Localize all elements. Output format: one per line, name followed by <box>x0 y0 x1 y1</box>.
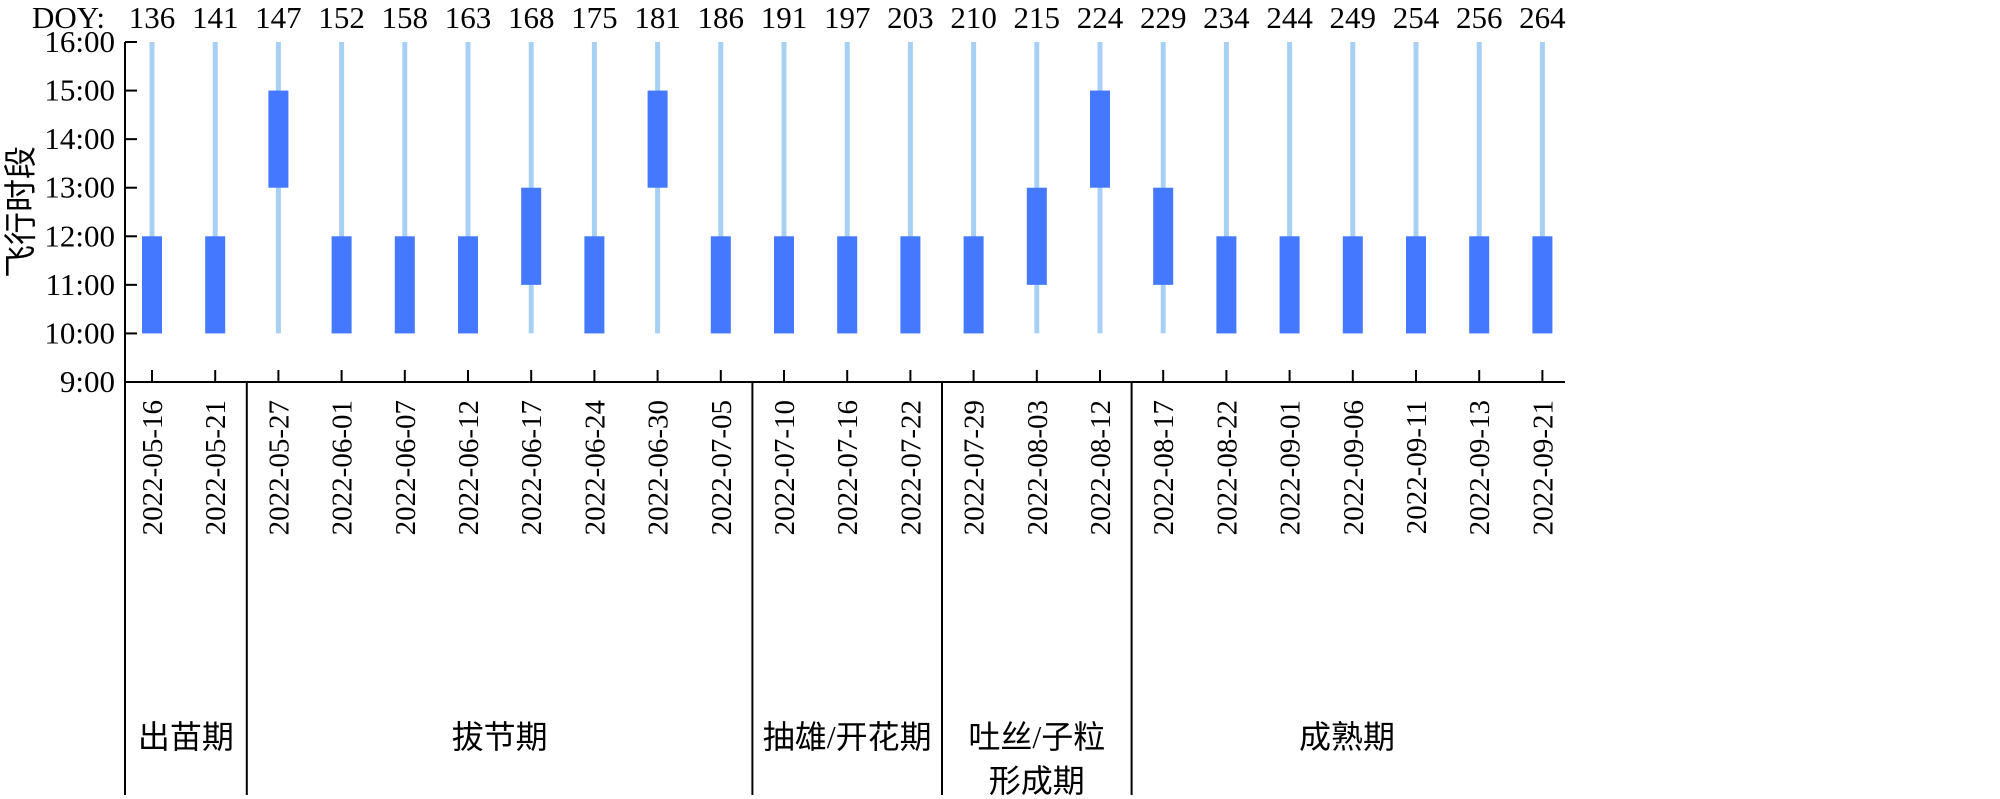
doy-label: 168 <box>508 0 555 35</box>
flight-bar <box>1216 236 1237 334</box>
doy-label: 254 <box>1393 0 1440 35</box>
doy-label: 244 <box>1266 0 1313 35</box>
flight-bar <box>1342 236 1363 334</box>
y-tick-labels: 9:00 10:00 11:00 12:00 13:00 14:00 15:00 16:00 <box>44 24 115 399</box>
flight-bar <box>1090 90 1110 188</box>
y-tick-label: 11:00 <box>46 267 115 302</box>
y-tick-label: 16:00 <box>44 24 115 59</box>
y-tick-label: 9:00 <box>60 364 115 399</box>
doy-label: 175 <box>571 0 618 35</box>
doy-label: 210 <box>950 0 997 35</box>
stage-label: 出苗期 <box>138 719 234 755</box>
date-label: 2022-09-13 <box>1464 400 1496 535</box>
date-label: 2022-08-12 <box>1085 400 1117 535</box>
date-label: 2022-06-12 <box>453 400 485 535</box>
doy-labels: DOY: 136 141 147 152 158 163 168 175 181 186 191 19… <box>32 0 1566 35</box>
flight-bar <box>647 90 668 188</box>
doy-label: 158 <box>382 0 429 35</box>
flight-bar <box>1026 187 1047 285</box>
flight-bar <box>837 236 858 334</box>
doy-label: 264 <box>1519 0 1566 35</box>
date-label: 2022-06-17 <box>516 400 548 535</box>
doy-label: 136 <box>129 0 176 35</box>
date-label: 2022-07-29 <box>959 400 991 535</box>
doy-prefix-label: DOY: <box>32 0 105 35</box>
date-label: 2022-06-30 <box>643 400 675 535</box>
flight-bar <box>1153 187 1174 285</box>
flight-bar <box>394 236 415 334</box>
date-label: 2022-07-05 <box>706 400 738 535</box>
date-label: 2022-09-01 <box>1275 400 1307 535</box>
y-tick-label: 14:00 <box>44 121 115 156</box>
flight-bar <box>1532 236 1553 334</box>
date-label: 2022-06-07 <box>390 400 422 535</box>
date-label: 2022-09-06 <box>1338 400 1370 535</box>
y-axis-label: 飞行时段 <box>3 146 40 278</box>
doy-label: 186 <box>698 0 745 35</box>
flight-bar <box>521 187 542 285</box>
date-label: 2022-08-17 <box>1148 400 1180 535</box>
y-tick-label: 12:00 <box>44 218 115 253</box>
date-label: 2022-07-16 <box>832 400 864 535</box>
flight-bar <box>963 236 984 334</box>
date-labels: 2022-05-16 2022-05-21 2022-05-27 2022-06-01… <box>137 400 1559 536</box>
stage-label: 形成期 <box>989 763 1085 799</box>
doy-label: 191 <box>761 0 808 35</box>
doy-label: 234 <box>1203 0 1250 35</box>
flight-bar <box>774 236 794 334</box>
date-label: 2022-09-21 <box>1527 400 1559 535</box>
doy-label: 224 <box>1077 0 1124 35</box>
doy-label: 141 <box>192 0 239 35</box>
y-tick-label: 13:00 <box>44 170 115 205</box>
stage-label: 吐丝/子粒 <box>968 719 1105 755</box>
date-label: 2022-07-22 <box>895 400 927 535</box>
doy-label: 203 <box>887 0 934 35</box>
flight-bar <box>710 236 731 334</box>
doy-label: 181 <box>634 0 681 35</box>
flight-bar <box>142 236 162 334</box>
flight-bar <box>205 236 226 334</box>
flight-bar <box>900 236 921 334</box>
flight-bar <box>268 90 289 188</box>
doy-label: 215 <box>1014 0 1061 35</box>
doy-label: 163 <box>445 0 492 35</box>
stage-label: 成熟期 <box>1299 719 1395 755</box>
stage-label: 拔节期 <box>452 719 548 755</box>
doy-label: 197 <box>824 0 871 35</box>
flight-bars <box>142 90 1553 334</box>
doy-label: 229 <box>1140 0 1187 35</box>
date-label: 2022-06-01 <box>327 400 359 535</box>
stage-label: 抽雄/开花期 <box>763 719 932 755</box>
date-label: 2022-05-27 <box>263 400 295 535</box>
date-label: 2022-05-16 <box>137 400 169 535</box>
date-label: 2022-05-21 <box>200 400 232 535</box>
flight-bar <box>458 236 478 334</box>
date-label: 2022-09-11 <box>1401 400 1433 534</box>
flight-bar <box>584 236 605 334</box>
doy-label: 249 <box>1330 0 1377 35</box>
flight-bar <box>1469 236 1490 334</box>
flight-bar <box>331 236 352 334</box>
axes <box>124 41 1565 383</box>
date-label: 2022-07-10 <box>769 400 801 535</box>
y-tick-label: 15:00 <box>44 73 115 108</box>
date-label: 2022-06-24 <box>579 400 611 536</box>
flight-bar <box>1406 236 1426 334</box>
doy-label: 147 <box>255 0 302 35</box>
y-tick-label: 10:00 <box>44 315 115 350</box>
flight-bar <box>1279 236 1300 334</box>
doy-label: 256 <box>1456 0 1503 35</box>
date-label: 2022-08-22 <box>1211 400 1243 535</box>
date-label: 2022-08-03 <box>1022 400 1054 535</box>
doy-label: 152 <box>318 0 365 35</box>
